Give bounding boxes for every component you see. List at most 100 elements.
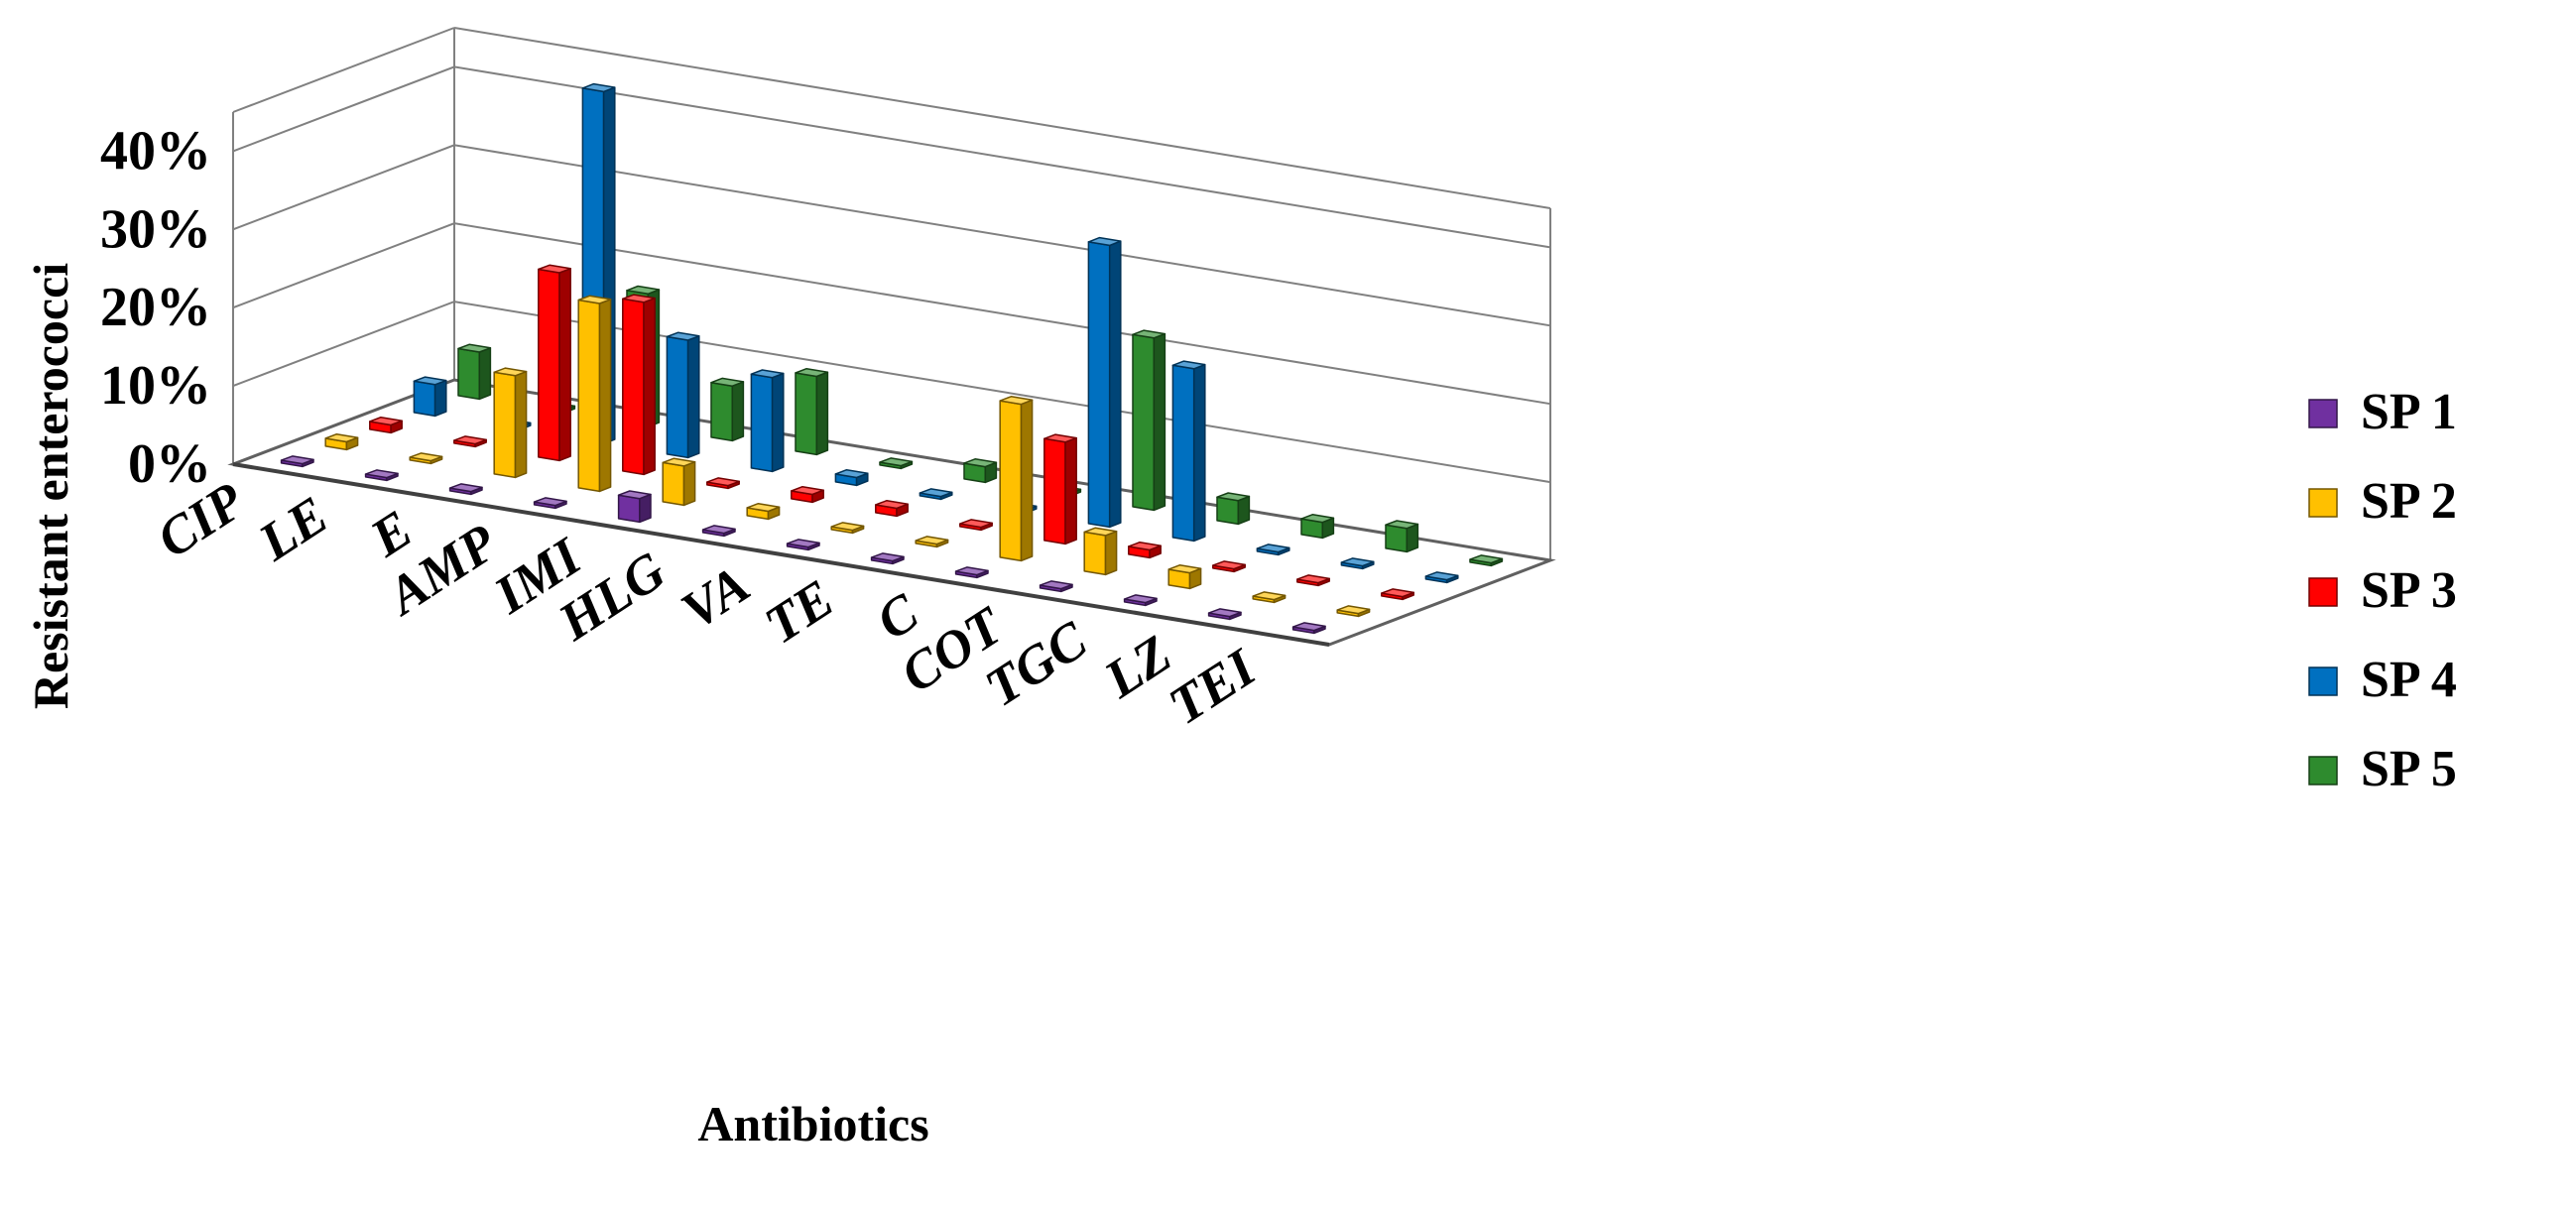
x-category-label: TEI xyxy=(1159,637,1268,736)
bar-front-face xyxy=(1171,364,1195,543)
bar xyxy=(577,295,612,493)
bar xyxy=(834,468,869,487)
bar-side-face xyxy=(1108,240,1122,529)
bar-front-face xyxy=(1385,524,1409,553)
bar xyxy=(1212,560,1246,573)
bar-side-face xyxy=(558,268,571,462)
bar-side-face xyxy=(771,372,785,473)
bar-front-face xyxy=(493,371,517,479)
legend-item: SP 4 xyxy=(2308,652,2457,708)
bar-top-face xyxy=(457,343,492,353)
x-axis-title: Antibiotics xyxy=(697,1096,928,1151)
bar xyxy=(369,416,403,434)
bar-side-face xyxy=(1104,530,1118,576)
bar xyxy=(533,497,567,510)
bar xyxy=(364,469,399,482)
bar-top-face xyxy=(409,452,443,462)
wall-edge xyxy=(232,27,455,113)
bar xyxy=(830,522,865,535)
bar xyxy=(701,525,736,538)
bar-top-face xyxy=(1123,594,1158,604)
bar xyxy=(1291,622,1326,635)
x-category-label: LE xyxy=(248,485,338,572)
bar-top-face xyxy=(879,457,914,467)
bar xyxy=(1296,574,1330,587)
legend-label: SP 4 xyxy=(2361,652,2457,708)
bar-front-face xyxy=(413,380,436,418)
legend-item: SP 1 xyxy=(2308,384,2457,440)
bar xyxy=(1256,544,1290,556)
bar-top-face xyxy=(791,485,824,496)
bar-top-face xyxy=(533,497,567,507)
bar-top-face xyxy=(706,477,740,487)
bar-front-face xyxy=(617,494,641,524)
bar-side-face xyxy=(478,347,492,401)
bar-top-face xyxy=(999,396,1034,406)
bar-top-face xyxy=(1381,588,1414,598)
bar-top-face xyxy=(1385,520,1419,530)
bar-top-face xyxy=(1128,541,1162,551)
bar xyxy=(448,483,483,496)
y-tick-label: 10% xyxy=(100,355,211,417)
bar xyxy=(457,343,492,401)
bar xyxy=(1128,541,1162,559)
bar-side-face xyxy=(1020,399,1034,562)
bar xyxy=(622,294,656,476)
bar xyxy=(879,457,914,470)
bar-top-face xyxy=(834,468,869,479)
legend: SP 1 SP 2 SP 3 SP 4 SP 5 xyxy=(2308,384,2457,797)
bar xyxy=(1043,433,1077,545)
bar xyxy=(1123,594,1158,607)
legend-item: SP 3 xyxy=(2308,562,2457,619)
bar-top-face xyxy=(1291,622,1326,632)
bar-top-face xyxy=(1039,580,1073,590)
bar-top-face xyxy=(1207,608,1242,618)
bar xyxy=(1167,564,1202,590)
legend-item: SP 5 xyxy=(2308,741,2457,797)
bar xyxy=(706,477,740,490)
legend-label: SP 1 xyxy=(2361,384,2457,440)
bar-side-face xyxy=(1192,363,1206,543)
bar xyxy=(617,490,652,524)
bar-front-face xyxy=(1132,333,1156,512)
bar-front-face xyxy=(999,400,1023,562)
bar-top-face xyxy=(963,458,998,468)
bar xyxy=(493,367,528,479)
bar xyxy=(959,519,993,532)
bar xyxy=(786,539,820,551)
legend-label: SP 2 xyxy=(2361,473,2457,530)
bar-top-face xyxy=(453,435,487,445)
legend-swatch xyxy=(2308,399,2338,428)
legend-swatch xyxy=(2308,756,2338,786)
bar-front-face xyxy=(1087,241,1111,529)
bar-top-face xyxy=(1296,574,1330,584)
bar xyxy=(875,499,909,518)
bar-top-face xyxy=(1469,554,1504,564)
bar-front-face xyxy=(710,381,734,442)
bar xyxy=(915,536,949,548)
legend-swatch xyxy=(2308,488,2338,518)
bar-side-face xyxy=(815,371,829,456)
bar-top-face xyxy=(1171,360,1206,370)
bar-front-face xyxy=(666,335,689,459)
bar-top-face xyxy=(1340,557,1375,567)
legend-item: SP 2 xyxy=(2308,473,2457,530)
bar-top-face xyxy=(919,488,953,498)
bar-front-face xyxy=(1083,531,1107,576)
bar xyxy=(453,435,487,448)
gridline xyxy=(232,65,1551,249)
y-tick-label: 40% xyxy=(100,120,211,181)
bar xyxy=(954,566,989,579)
bar-side-face xyxy=(598,299,612,493)
bar-front-face xyxy=(538,268,560,462)
bar xyxy=(409,452,443,465)
bar-top-face xyxy=(581,82,616,93)
bar-side-face xyxy=(433,379,447,418)
bar xyxy=(791,485,824,504)
bar xyxy=(1385,520,1419,553)
bar xyxy=(1216,492,1251,526)
bar-top-face xyxy=(1212,560,1246,570)
bar-side-face xyxy=(1064,436,1077,545)
bar-top-face xyxy=(413,376,447,386)
